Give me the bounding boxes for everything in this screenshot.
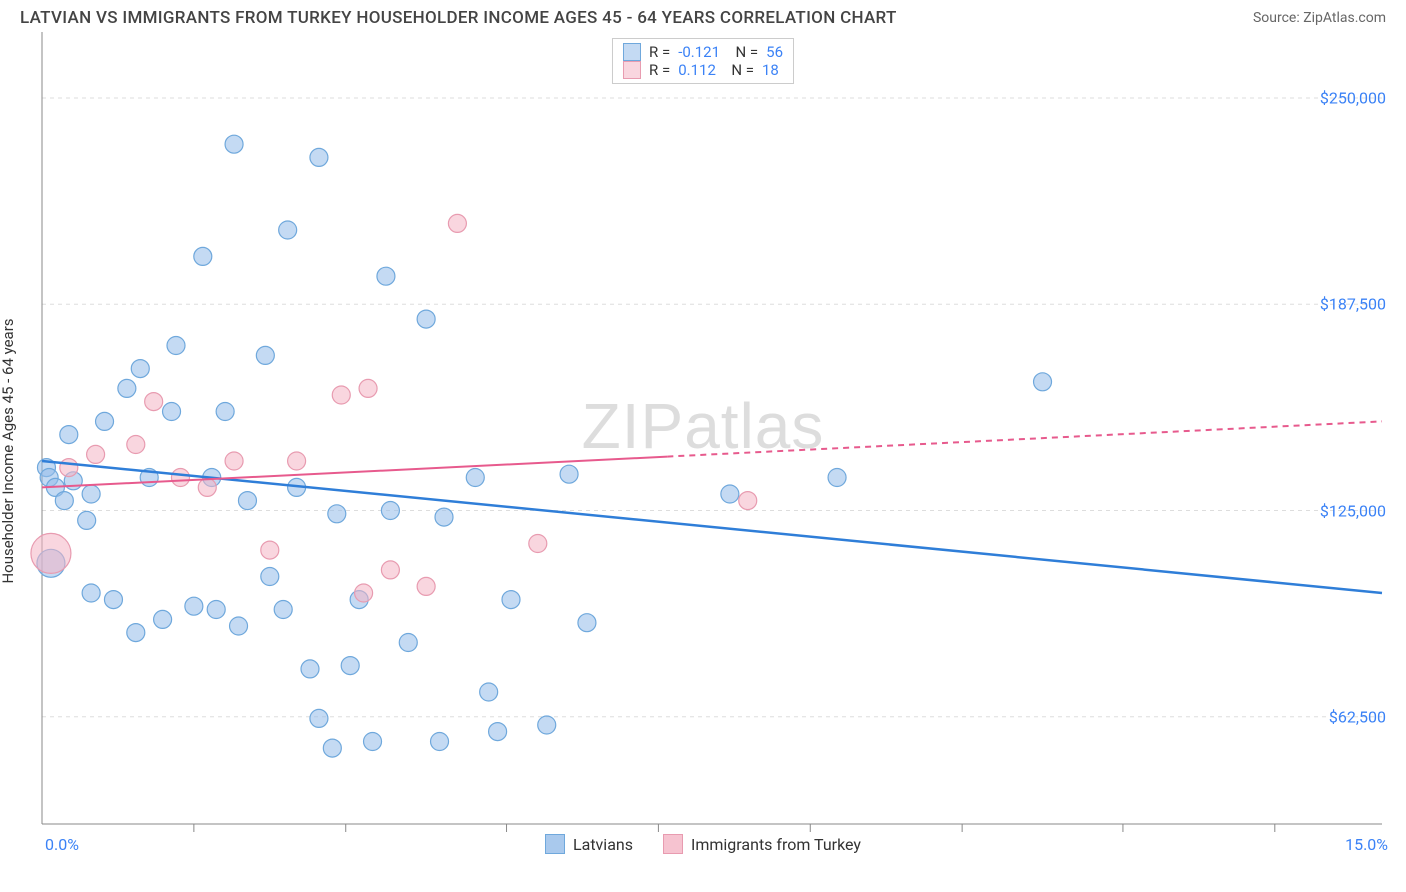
legend-n-value: 56 xyxy=(766,43,783,61)
y-tick-label: $125,000 xyxy=(1320,501,1386,520)
legend-r-label: R = xyxy=(649,61,670,79)
y-tick-label: $250,000 xyxy=(1320,89,1386,108)
scatter-chart-svg xyxy=(0,32,1406,852)
legend-swatch xyxy=(663,834,683,854)
legend-item: Immigrants from Turkey xyxy=(663,834,861,854)
legend-swatch xyxy=(545,834,565,854)
legend-row: R = -0.121 N = 56 xyxy=(623,43,783,61)
legend-r-value: -0.121 xyxy=(678,43,720,61)
y-tick-label: $187,500 xyxy=(1320,295,1386,314)
source-attribution: Source: ZipAtlas.com xyxy=(1253,10,1386,26)
legend-label: Latvians xyxy=(573,835,633,854)
correlation-legend: R = -0.121 N = 56 R = 0.112 N = 18 xyxy=(612,38,794,84)
y-tick-label: $62,500 xyxy=(1329,707,1386,726)
series-legend: Latvians Immigrants from Turkey xyxy=(0,834,1406,854)
legend-n-label: N = xyxy=(728,43,758,61)
chart-header: LATVIAN VS IMMIGRANTS FROM TURKEY HOUSEH… xyxy=(0,0,1406,32)
legend-n-label: N = xyxy=(724,61,754,79)
legend-swatch xyxy=(623,43,641,61)
legend-swatch xyxy=(623,61,641,79)
legend-n-value: 18 xyxy=(762,61,779,79)
legend-row: R = 0.112 N = 18 xyxy=(623,61,783,79)
legend-r-value: 0.112 xyxy=(678,61,716,79)
legend-item: Latvians xyxy=(545,834,633,854)
legend-label: Immigrants from Turkey xyxy=(691,835,861,854)
legend-r-label: R = xyxy=(649,43,670,61)
chart-title: LATVIAN VS IMMIGRANTS FROM TURKEY HOUSEH… xyxy=(20,8,897,28)
chart-area: Householder Income Ages 45 - 64 years ZI… xyxy=(0,32,1406,852)
